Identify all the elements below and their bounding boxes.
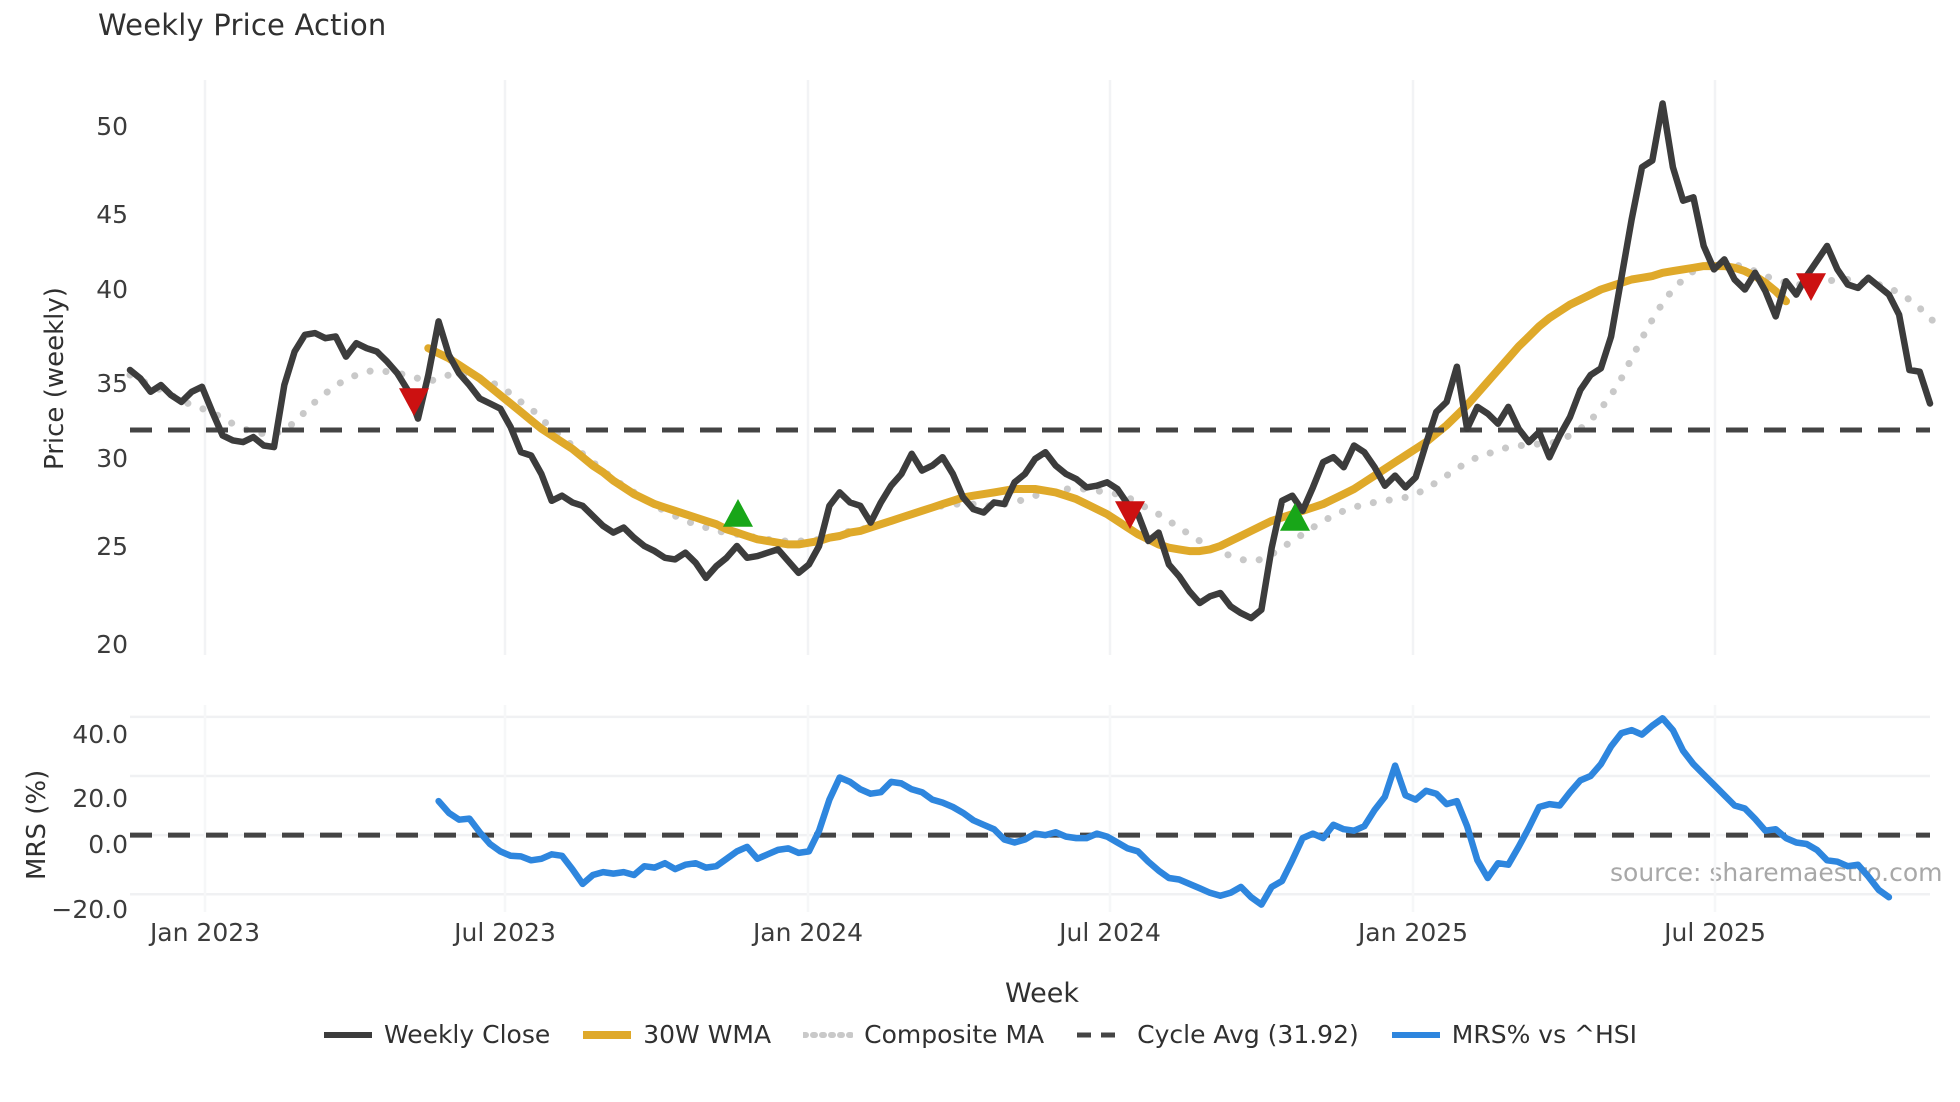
chart-legend: Weekly Close 30W WMA Composite MA Cycle …: [0, 1020, 1960, 1049]
price-ytick: 40: [96, 275, 128, 304]
sell-marker-icon: [399, 388, 429, 416]
composite-ma-line: [126, 259, 1944, 565]
legend-item-cycle-avg[interactable]: Cycle Avg (31.92): [1076, 1020, 1359, 1049]
legend-item-30w-wma[interactable]: 30W WMA: [582, 1020, 771, 1049]
mrs-ytick: −20.0: [51, 895, 128, 924]
source-watermark: source: sharemaestro.com: [1610, 858, 1943, 887]
legend-label: MRS% vs ^HSI: [1451, 1020, 1638, 1049]
price-ytick: 20: [96, 630, 128, 659]
mrs-ytick: 0.0: [88, 830, 128, 859]
legend-label: 30W WMA: [643, 1020, 772, 1049]
xtick: Jan 2024: [752, 918, 864, 947]
buy-marker-icon: [1280, 503, 1310, 531]
price-ytick: 50: [96, 112, 128, 141]
xtick: Jul 2025: [1664, 918, 1766, 947]
xtick: Jul 2023: [454, 918, 556, 947]
price-ytick: 30: [96, 444, 128, 473]
legend-item-composite-ma[interactable]: Composite MA: [803, 1020, 1044, 1049]
page-title: Weekly Price Action: [98, 8, 387, 42]
xtick: Jan 2023: [149, 918, 261, 947]
sell-marker-icon: [1796, 273, 1826, 301]
xtick: Jul 2024: [1059, 918, 1161, 947]
mrs-line: [435, 715, 1893, 908]
legend-label: Weekly Close: [383, 1020, 551, 1049]
legend-label: Cycle Avg (31.92): [1137, 1020, 1359, 1049]
sell-marker-icon: [1115, 501, 1145, 529]
price-ytick: 45: [96, 200, 128, 229]
weekly-close-line: [126, 100, 1934, 622]
xtick: Jan 2025: [1357, 918, 1469, 947]
legend-item-weekly-close[interactable]: Weekly Close: [323, 1020, 550, 1049]
wma-30w-line: [424, 262, 1790, 556]
mrs-ytick: 20.0: [72, 784, 128, 813]
price-ytick: 25: [96, 532, 128, 561]
price-ytick: 35: [96, 369, 128, 398]
legend-label: Composite MA: [864, 1020, 1045, 1049]
week-axis-label: Week: [1005, 978, 1079, 1009]
buy-marker-icon: [723, 499, 753, 527]
legend-item-mrs[interactable]: MRS% vs ^HSI: [1391, 1020, 1637, 1049]
mrs-ytick: 40.0: [72, 720, 128, 749]
